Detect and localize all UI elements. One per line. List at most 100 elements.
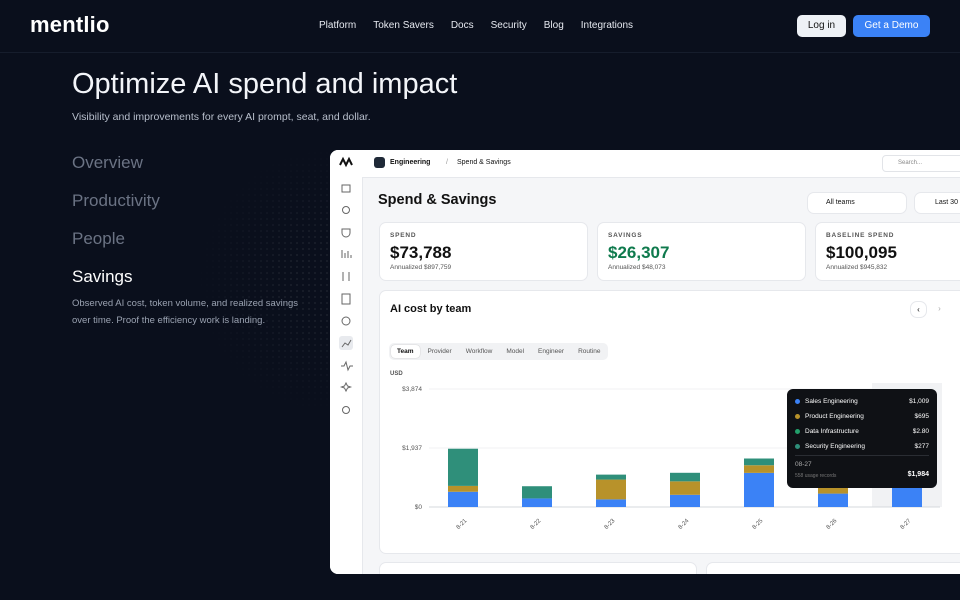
x-tick-label: 8-22 — [530, 518, 543, 531]
bar-segment — [744, 472, 774, 507]
nav-icon[interactable] — [341, 316, 351, 326]
team-filter-label: All teams — [826, 199, 855, 206]
team-filter[interactable]: All teams — [807, 192, 907, 214]
tooltip-row: Data Infrastructure $2.80 — [795, 428, 929, 437]
search-box[interactable]: Search... — [882, 155, 960, 172]
tooltip-note: 558 usage records — [795, 473, 837, 479]
x-tick-label: 8-27 — [900, 518, 913, 531]
feature-tab[interactable]: Productivity — [72, 191, 160, 210]
bar-segment — [744, 458, 774, 466]
logo[interactable]: mentlio — [30, 12, 110, 37]
chart-tab[interactable]: Provider — [427, 348, 452, 355]
kpi-sub: Annualized $48,073 — [608, 264, 666, 271]
nav-icon[interactable] — [341, 293, 351, 305]
workspace-icon — [374, 157, 385, 168]
nav-icon[interactable] — [342, 406, 350, 414]
workspace[interactable]: Engineering — [390, 159, 431, 166]
bar-segment — [596, 499, 626, 507]
bar-segment — [670, 481, 700, 495]
chart-tab[interactable]: Engineer — [538, 348, 565, 355]
nav-link[interactable]: Token Savers — [373, 20, 434, 31]
prev-button[interactable]: ‹ — [910, 301, 927, 318]
tooltip-row: Sales Engineering $1,009 — [795, 398, 929, 407]
next-button[interactable]: › — [938, 304, 941, 313]
nav-icon[interactable] — [339, 381, 353, 393]
nav-icon[interactable] — [342, 272, 350, 281]
separator: / — [446, 159, 448, 166]
navbar: mentlio Platform Token Savers Docs Secur… — [0, 0, 960, 53]
chart-tab[interactable]: Routine — [578, 348, 601, 355]
bar-segment — [448, 485, 478, 492]
kpi-value: $100,095 — [826, 243, 897, 262]
kpi-sub: Annualized $897,759 — [390, 264, 452, 271]
bar-segment — [448, 448, 478, 486]
bottom-card — [706, 562, 960, 574]
nav-link[interactable]: Security — [490, 20, 527, 31]
feature-tab[interactable]: People — [72, 229, 125, 248]
legend-dot — [795, 429, 800, 434]
kpi-label: BASELINE SPEND — [826, 232, 895, 239]
bar-segment — [522, 486, 552, 499]
nav-link[interactable]: Blog — [543, 20, 564, 31]
chart-tab-active[interactable]: Team — [391, 345, 420, 358]
nav-link[interactable]: Integrations — [580, 20, 634, 31]
chart-tab[interactable]: Model — [506, 348, 525, 355]
tooltip-value: $277 — [914, 443, 929, 450]
nav-link[interactable]: Docs — [450, 20, 474, 31]
date-filter[interactable]: Last 30 — [914, 192, 960, 214]
legend-dot — [795, 414, 800, 419]
chart-tabs: Team Provider Workflow Model Engineer Routine — [389, 343, 609, 360]
tooltip-date: 08-27 — [795, 461, 812, 468]
tooltip: Sales Engineering $1,009 Product Engineeri… — [787, 389, 937, 488]
feature-tab-active[interactable]: Savings — [72, 267, 133, 286]
legend-dot — [795, 399, 800, 404]
bar-segment — [448, 491, 478, 507]
legend-name: Security Engineering — [805, 443, 865, 450]
x-tick-label: 8-26 — [826, 518, 839, 531]
chart-title: AI cost by team — [390, 303, 472, 315]
login-button[interactable]: Log in — [797, 15, 846, 37]
app-window: Engineering / Spend & Savings Search... … — [330, 150, 960, 574]
feature-tab[interactable]: Overview — [72, 153, 143, 172]
legend-dot — [795, 444, 800, 449]
tooltip-row: Security Engineering $277 — [795, 443, 929, 452]
nav-icon[interactable] — [341, 339, 352, 348]
tooltip-value: $1,009 — [909, 398, 929, 405]
hero-subtitle: Visibility and improvements for every AI… — [72, 111, 371, 123]
bar-segment — [596, 474, 626, 480]
kpi-value: $73,788 — [390, 243, 452, 262]
kpi-card: SAVINGS $26,307 Annualized $48,073 — [597, 222, 806, 281]
breadcrumb: Spend & Savings — [457, 159, 511, 166]
nav-icon[interactable] — [341, 228, 351, 238]
search-placeholder: Search... — [898, 160, 923, 166]
x-tick-label: 8-24 — [678, 518, 691, 531]
nav-icon[interactable] — [342, 206, 350, 214]
date-filter-label: Last 30 — [935, 199, 958, 206]
topbar: Engineering / Spend & Savings Search... — [362, 150, 960, 178]
kpi-value: $26,307 — [608, 243, 670, 262]
app-logo — [339, 156, 353, 168]
kpi-card: SPEND $73,788 Annualized $897,759 — [379, 222, 588, 281]
chart-tab[interactable]: Workflow — [465, 348, 493, 355]
nav-icon[interactable] — [341, 184, 351, 193]
y-axis-label: USD — [390, 371, 403, 377]
nav-icon-active[interactable] — [339, 336, 353, 350]
sidebar-icons — [339, 156, 353, 414]
bar-segment — [670, 472, 700, 482]
tooltip-value: $695 — [914, 413, 929, 420]
page-title: Spend & Savings — [378, 192, 497, 208]
bar-segment — [670, 494, 700, 507]
kpi-label: SPEND — [390, 232, 417, 239]
y-tick-label: $3,874 — [402, 386, 422, 393]
tooltip-value: $2.80 — [912, 428, 929, 435]
legend-name: Sales Engineering — [805, 398, 858, 405]
tooltip-total: $1,984 — [907, 471, 929, 478]
nav-icon[interactable] — [341, 360, 353, 372]
nav-icon[interactable] — [341, 250, 352, 258]
demo-button[interactable]: Get a Demo — [853, 15, 930, 37]
bar-segment — [744, 465, 774, 473]
kpi-label: SAVINGS — [608, 232, 643, 239]
nav-link[interactable]: Platform — [319, 20, 357, 31]
x-tick-label: 8-25 — [752, 518, 765, 531]
